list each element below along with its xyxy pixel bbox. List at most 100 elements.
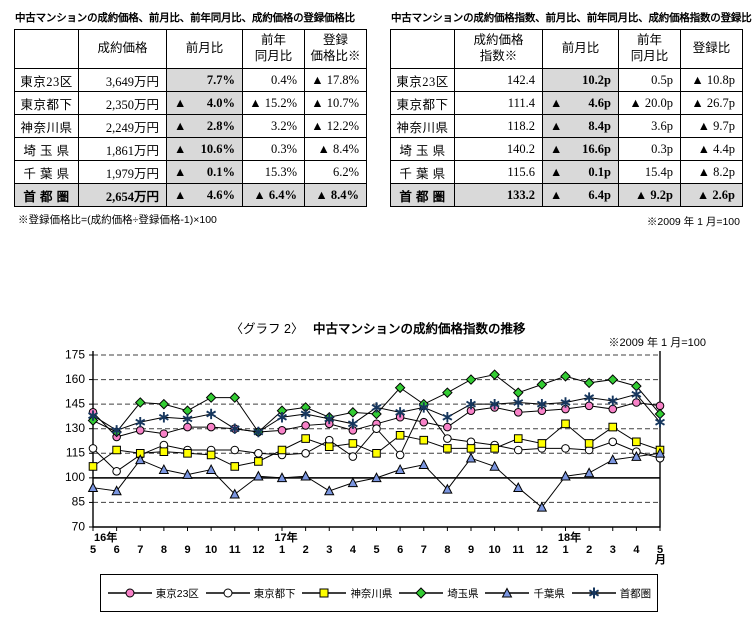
chart-title-prefix: 〈グラフ 2〉 xyxy=(230,322,304,336)
value-cell: ▲ 0.1% xyxy=(166,160,243,184)
table-row: 首 都 圏 133.2 ▲ 6.4p ▲ 9.2p ▲ 2.6p xyxy=(390,183,743,207)
column-header xyxy=(390,29,455,69)
value-cell: 115.6 xyxy=(454,160,543,184)
contract-price-table-title: 中古マンションの成約価格、前月比、前年同月比、成約価格の登録価格比 xyxy=(15,12,355,24)
value-cell: ▲ 9.2p xyxy=(618,183,681,207)
value-cell: ▲ 8.4% xyxy=(304,183,367,207)
value-cell: ▲ 4.6% xyxy=(166,183,243,207)
row-label: 神奈川県 xyxy=(390,114,455,138)
legend-label: 神奈川県 xyxy=(350,587,393,600)
column-header: 成約価格 指数※ xyxy=(454,29,543,69)
chart-legend: 東京23区 東京都下 神奈川県 埼玉県 千葉県 首都圏 xyxy=(100,574,658,612)
value-cell: 3.6p xyxy=(618,114,681,138)
value-cell: ▲ 8.4% xyxy=(304,137,367,161)
value-cell: ▲ 8.4p xyxy=(542,114,619,138)
legend-label: 首都圏 xyxy=(619,587,652,600)
value-cell: ▲ 2.8% xyxy=(166,114,243,138)
value-cell: ▲ 6.4% xyxy=(242,183,305,207)
legend-item: 埼玉県 xyxy=(398,586,479,601)
value-cell: 140.2 xyxy=(454,137,543,161)
row-label: 東京23区 xyxy=(14,68,79,92)
row-label: 首 都 圏 xyxy=(14,183,79,207)
legend-label: 東京都下 xyxy=(253,587,296,600)
value-cell: ▲ 26.7p xyxy=(680,91,743,115)
value-cell: 2,350万円 xyxy=(78,91,167,115)
open-circle-marker-icon xyxy=(205,588,250,598)
value-cell: ▲ 4.0% xyxy=(166,91,243,115)
value-cell: ▲ 9.7p xyxy=(680,114,743,138)
value-cell: 3.2% xyxy=(242,114,305,138)
table-row: 東京23区 142.4 10.2p 0.5p ▲ 10.8p xyxy=(390,68,743,92)
row-label: 首 都 圏 xyxy=(390,183,455,207)
value-cell: ▲ 4.4p xyxy=(680,137,743,161)
column-header: 前月比 xyxy=(542,29,619,69)
circle-marker-icon xyxy=(107,588,152,598)
column-header: 前月比 xyxy=(166,29,243,69)
legend-label: 東京23区 xyxy=(155,587,199,600)
value-cell: 133.2 xyxy=(454,183,543,207)
column-header: 前年 同月比 xyxy=(618,29,681,69)
contract-price-table: 成約価格 前月比 前年 同月比 登録 価格比※ 東京23区 3,649万円 7.7% 0.4%… xyxy=(14,29,367,207)
legend-item: 東京23区 xyxy=(107,586,199,601)
value-cell: ▲ 15.2% xyxy=(242,91,305,115)
value-cell: 15.3% xyxy=(242,160,305,184)
table-row: 東京23区 3,649万円 7.7% 0.4% ▲ 17.8% xyxy=(14,68,367,92)
value-cell: ▲ 4.6p xyxy=(542,91,619,115)
legend-item: 神奈川県 xyxy=(301,586,392,601)
value-cell: 0.5p xyxy=(618,68,681,92)
legend-label: 埼玉県 xyxy=(447,587,479,600)
square-marker-icon xyxy=(302,588,347,598)
summary-tables: 中古マンションの成約価格、前月比、前年同月比、成約価格の登録価格比 成約価格 前月… xyxy=(14,10,752,229)
table-header-row: 成約価格 前月比 前年 同月比 登録 価格比※ xyxy=(14,29,367,69)
table-row: 埼 玉 県 1,861万円 ▲ 10.6% 0.3% ▲ 8.4% xyxy=(14,137,367,161)
row-label: 神奈川県 xyxy=(14,114,79,138)
table-row: 神奈川県 2,249万円 ▲ 2.8% 3.2% ▲ 12.2% xyxy=(14,114,367,138)
table-row: 神奈川県 118.2 ▲ 8.4p 3.6p ▲ 9.7p xyxy=(390,114,743,138)
price-index-table-section: 中古マンションの成約価格指数、前月比、前年同月比、成約価格指数の登録比 成約価格… xyxy=(390,10,752,229)
value-cell: ▲ 2.6p xyxy=(680,183,743,207)
value-cell: ▲ 10.7% xyxy=(304,91,367,115)
row-label: 東京都下 xyxy=(390,91,455,115)
value-cell: 0.3p xyxy=(618,137,681,161)
row-label: 千 葉 県 xyxy=(14,160,79,184)
legend-label: 千葉県 xyxy=(533,587,565,600)
star-marker-icon xyxy=(571,587,616,599)
column-header: 登録比 xyxy=(680,29,743,69)
table-row: 埼 玉 県 140.2 ▲ 16.6p 0.3p ▲ 4.4p xyxy=(390,137,743,161)
price-index-table: 成約価格 指数※ 前月比 前年 同月比 登録比 東京23区 142.4 10.2p 0.5p ▲… xyxy=(390,29,743,207)
value-cell: ▲ 12.2% xyxy=(304,114,367,138)
row-label: 埼 玉 県 xyxy=(390,137,455,161)
value-cell: 1,979万円 xyxy=(78,160,167,184)
row-label: 東京都下 xyxy=(14,91,79,115)
table-row: 東京都下 111.4 ▲ 4.6p ▲ 20.0p ▲ 26.7p xyxy=(390,91,743,115)
value-cell: 10.2p xyxy=(542,68,619,92)
value-cell: 111.4 xyxy=(454,91,543,115)
value-cell: ▲ 8.2p xyxy=(680,160,743,184)
value-cell: ▲ 10.8p xyxy=(680,68,743,92)
legend-item: 東京都下 xyxy=(205,586,296,601)
value-cell: 2,249万円 xyxy=(78,114,167,138)
value-cell: ▲ 20.0p xyxy=(618,91,681,115)
price-index-table-title: 中古マンションの成約価格指数、前月比、前年同月比、成約価格指数の登録比 xyxy=(391,12,752,24)
value-cell: 142.4 xyxy=(454,68,543,92)
column-header: 成約価格 xyxy=(78,29,167,69)
value-cell: 7.7% xyxy=(166,68,243,92)
row-label: 千 葉 県 xyxy=(390,160,455,184)
legend-item: 首都圏 xyxy=(571,586,652,601)
table-row: 千 葉 県 1,979万円 ▲ 0.1% 15.3% 6.2% xyxy=(14,160,367,184)
contract-price-table-footnote: ※登録価格比=(成約価格÷登録価格-1)×100 xyxy=(18,214,217,226)
chart-title: 〈グラフ 2〉 中古マンションの成約価格指数の推移 xyxy=(0,318,756,337)
row-label: 埼 玉 県 xyxy=(14,137,79,161)
diamond-marker-icon xyxy=(399,587,444,599)
value-cell: 6.2% xyxy=(304,160,367,184)
value-cell: ▲ 0.1p xyxy=(542,160,619,184)
contract-price-table-section: 中古マンションの成約価格、前月比、前年同月比、成約価格の登録価格比 成約価格 前月… xyxy=(14,10,370,229)
column-header: 登録 価格比※ xyxy=(304,29,367,69)
value-cell: ▲ 16.6p xyxy=(542,137,619,161)
value-cell: 1,861万円 xyxy=(78,137,167,161)
value-cell: 2,654万円 xyxy=(78,183,167,207)
column-header: 前年 同月比 xyxy=(242,29,305,69)
triangle-marker-icon xyxy=(485,587,530,598)
value-cell: 118.2 xyxy=(454,114,543,138)
